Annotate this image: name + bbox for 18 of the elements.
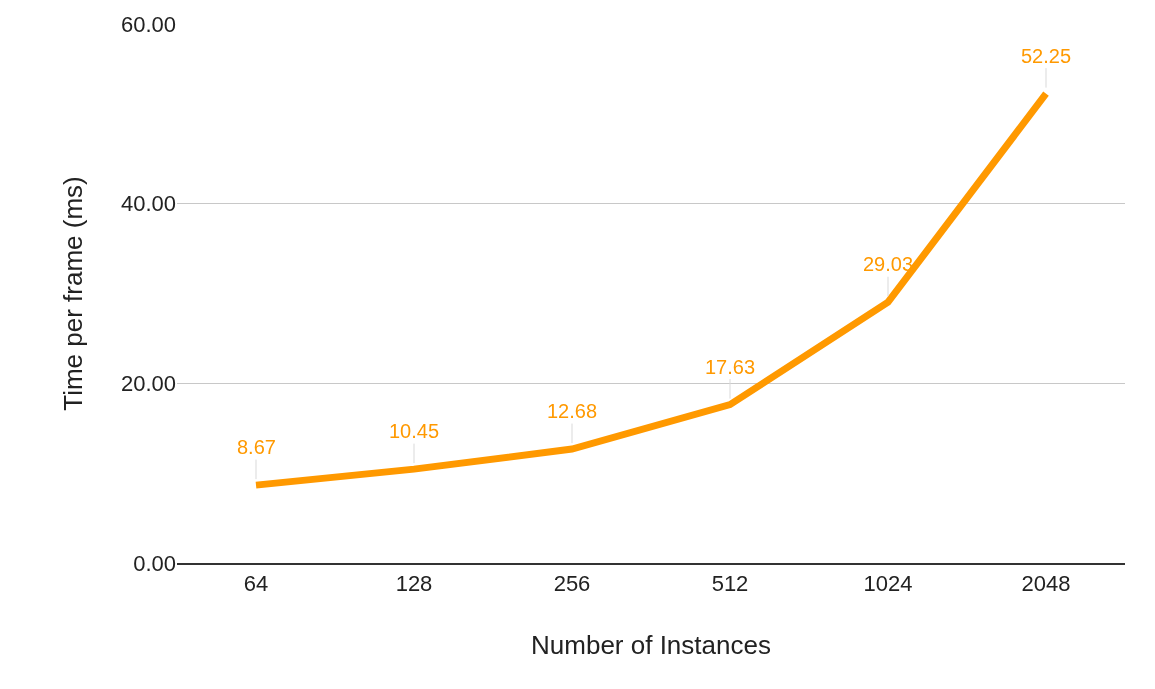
y-tick-label: 60.00 [120, 11, 176, 37]
data-label: 12.68 [547, 400, 598, 422]
x-tick-label: 256 [553, 571, 591, 597]
y-tick-label: 20.00 [120, 371, 176, 397]
x-tick-label: 64 [243, 571, 269, 597]
y-axis-title: Time per frame (ms) [58, 176, 89, 411]
data-label: 8.67 [237, 436, 276, 458]
x-tick-label: 512 [711, 571, 749, 597]
data-label: 17.63 [705, 356, 756, 378]
y-tick-label: 0.00 [133, 550, 176, 576]
data-label: 10.45 [389, 420, 440, 442]
y-tick-label: 40.00 [120, 191, 176, 217]
x-tick-label: 1024 [863, 571, 913, 597]
x-tick-label: 128 [395, 571, 433, 597]
x-axis-title: Number of Instances [531, 629, 771, 660]
data-label: 52.25 [1021, 45, 1072, 67]
data-label: 29.03 [863, 253, 914, 275]
x-tick-label: 2048 [1021, 571, 1071, 597]
